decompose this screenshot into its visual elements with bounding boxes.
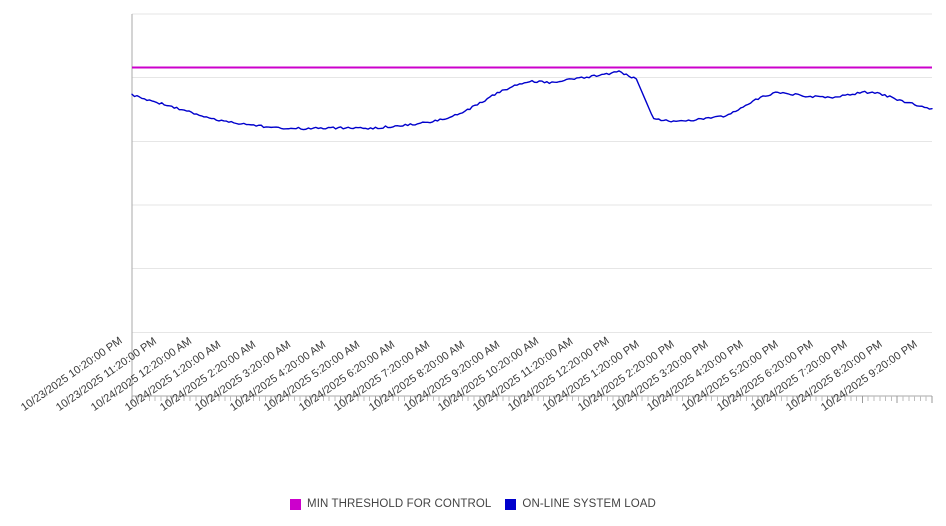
- gridlines-group: [132, 13, 932, 397]
- legend-label-threshold: MIN THRESHOLD FOR CONTROL: [307, 498, 492, 510]
- chart-legend: MIN THRESHOLD FOR CONTROL ON-LINE SYSTEM…: [0, 498, 946, 510]
- legend-item-load[interactable]: ON-LINE SYSTEM LOAD: [505, 498, 656, 510]
- load-line-series: [131, 70, 933, 131]
- legend-swatch-load: [505, 498, 517, 510]
- data-series-group: [131, 66, 933, 131]
- legend-item-threshold[interactable]: MIN THRESHOLD FOR CONTROL: [290, 498, 491, 510]
- x-axis-tick-marks: [131, 396, 933, 403]
- legend-label-load: ON-LINE SYSTEM LOAD: [522, 498, 656, 510]
- legend-swatch-threshold: [290, 498, 302, 510]
